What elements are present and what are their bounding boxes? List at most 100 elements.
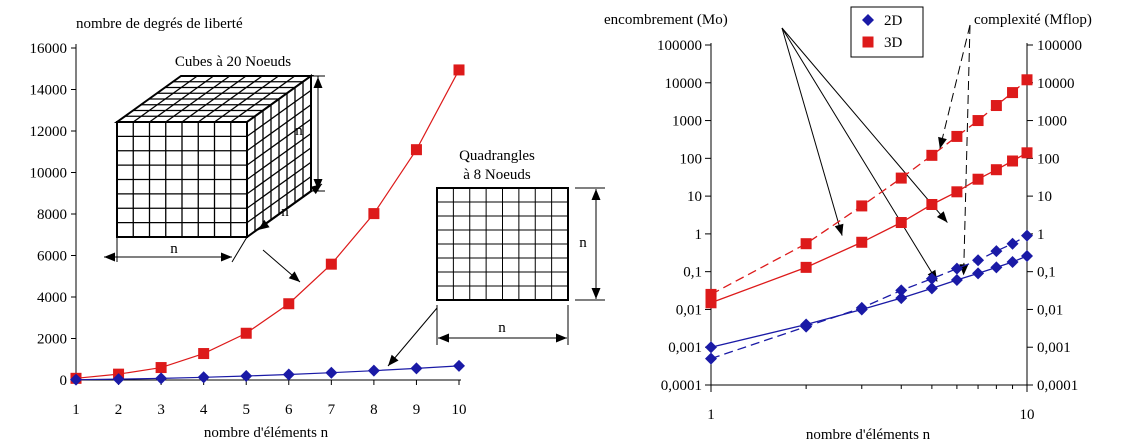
left-y-tick-label: 10000 — [30, 166, 68, 182]
arrow-head — [313, 77, 323, 88]
arrow-head — [936, 211, 948, 223]
left-y-tick-label: 4000 — [37, 290, 67, 306]
cube-grid-line — [197, 75, 263, 123]
right-y-tick-label-right: 1000 — [1037, 114, 1067, 130]
right-y-tick-label-left: 0,01 — [676, 302, 702, 318]
left-x-tick-label: 7 — [328, 402, 336, 418]
quad-label-line2: à 8 Noeuds — [463, 167, 531, 183]
data-point-3D — [155, 362, 167, 374]
data-point-3D — [895, 172, 907, 184]
data-point-3D — [951, 186, 963, 198]
right-y-tick-label-left: 0,001 — [668, 340, 702, 356]
left-x-tick-label: 10 — [452, 402, 467, 418]
right-y-tick-label-right: 100000 — [1037, 38, 1082, 54]
data-point-2D — [325, 366, 338, 379]
series-line-2D — [75, 365, 460, 381]
data-point-3D — [1021, 74, 1033, 86]
right-x-tick-label: 1 — [707, 407, 715, 423]
left-x-tick-label: 6 — [285, 402, 293, 418]
data-point-2D — [453, 359, 465, 372]
data-point-2D — [705, 352, 717, 365]
left-chart: nombre de degrés de liberté nombre d'élé… — [30, 16, 605, 441]
legend-marker — [862, 14, 874, 26]
left-x-tick-label: 3 — [157, 402, 165, 418]
data-point-3D — [895, 217, 907, 229]
cube-grid-line — [230, 75, 296, 123]
cube-grid-line — [246, 161, 312, 209]
data-point-3D — [705, 288, 717, 300]
data-point-2D — [705, 341, 717, 354]
left-y-tick-label: 2000 — [37, 332, 67, 348]
arrow-head — [591, 288, 601, 299]
arrow-head — [388, 354, 399, 366]
legend-label: 2D — [884, 13, 903, 29]
left-y-tick-label: 8000 — [37, 207, 67, 223]
cube-dim-label-bottom: n — [170, 241, 178, 257]
series-line-3D — [75, 69, 460, 379]
data-point-2D — [950, 274, 963, 287]
right-y-tick-label-right: 100 — [1037, 151, 1060, 167]
cube-grid-line — [246, 147, 312, 195]
right-x-tick-label: 10 — [1020, 407, 1035, 423]
right-y-tick-label-right: 0,1 — [1037, 265, 1056, 281]
right-y-tick-label-left: 0,0001 — [661, 378, 702, 394]
right-axes: 0,0001 0,0001 0,001 0,001 0,01 0,01 0,1 0,1 1 1 10… — [657, 38, 1082, 423]
left-x-tick-label: 2 — [115, 402, 123, 418]
right-y-tick-label-right: 10000 — [1037, 76, 1075, 92]
data-point-3D — [856, 236, 868, 248]
data-point-2D — [972, 267, 985, 280]
data-point-2D — [1006, 256, 1019, 269]
right-y-tick-label-left: 1000 — [672, 114, 702, 130]
right-x-axis-label: nombre d'éléments n — [806, 427, 931, 443]
right-chart: nombre d'éléments n encombrement (Mo) co… — [604, 6, 1092, 443]
pointer-line — [387, 307, 438, 367]
legend-marker — [862, 36, 874, 48]
left-y-tick-label: 0 — [60, 373, 68, 389]
arrow-head — [104, 252, 115, 262]
left-x-tick-label: 9 — [413, 402, 421, 418]
series-line-3D — [710, 152, 1028, 304]
data-point-3D — [990, 100, 1002, 112]
element-illustrations — [104, 74, 605, 367]
legend-label: 3D — [884, 35, 903, 51]
data-point-3D — [972, 115, 984, 127]
right-y-tick-label-left: 0,1 — [683, 265, 702, 281]
left-x-tick-label: 8 — [370, 402, 378, 418]
cube-front-face — [116, 121, 248, 238]
data-point-3D — [990, 164, 1002, 176]
data-point-2D — [1006, 237, 1019, 250]
right-y-axis-label-left: encombrement (Mo) — [604, 12, 728, 28]
arrow-head — [310, 184, 322, 195]
data-point-3D — [926, 149, 938, 161]
arrow-head — [591, 189, 601, 200]
data-point-3D — [325, 258, 337, 270]
data-point-3D — [705, 297, 717, 309]
cube-grid-line — [246, 132, 312, 181]
legend-box — [850, 6, 924, 58]
right-y-axis-label-right: complexité (Mflop) — [974, 12, 1092, 28]
right-y-tick-label-right: 0,01 — [1037, 302, 1063, 318]
cube-dim-label-right: n — [295, 123, 303, 139]
arrow-head — [288, 271, 300, 282]
right-y-tick-label-left: 10000 — [665, 76, 703, 92]
data-point-2D — [990, 261, 1003, 274]
series-line-3D — [710, 79, 1028, 295]
arrow-head — [438, 333, 449, 343]
left-axes: 0 2000 4000 6000 8000 10000 12000 14000 16000 1 2 3… — [30, 41, 467, 418]
right-y-tick-label-left: 1 — [695, 227, 703, 243]
arrow-head — [938, 136, 947, 149]
data-point-2D — [240, 370, 253, 383]
right-series — [705, 74, 1033, 365]
quad-dim-label-right: n — [579, 235, 587, 251]
quad-dim-label-bottom: n — [498, 320, 506, 336]
left-x-tick-label: 5 — [242, 402, 250, 418]
data-point-3D — [283, 298, 295, 310]
right-y-tick-label-left: 100000 — [657, 38, 702, 54]
data-point-3D — [800, 261, 812, 273]
data-point-2D — [155, 372, 168, 385]
data-point-2D — [1021, 229, 1033, 242]
left-y-tick-label: 16000 — [30, 41, 68, 57]
arrow-head — [313, 179, 323, 190]
